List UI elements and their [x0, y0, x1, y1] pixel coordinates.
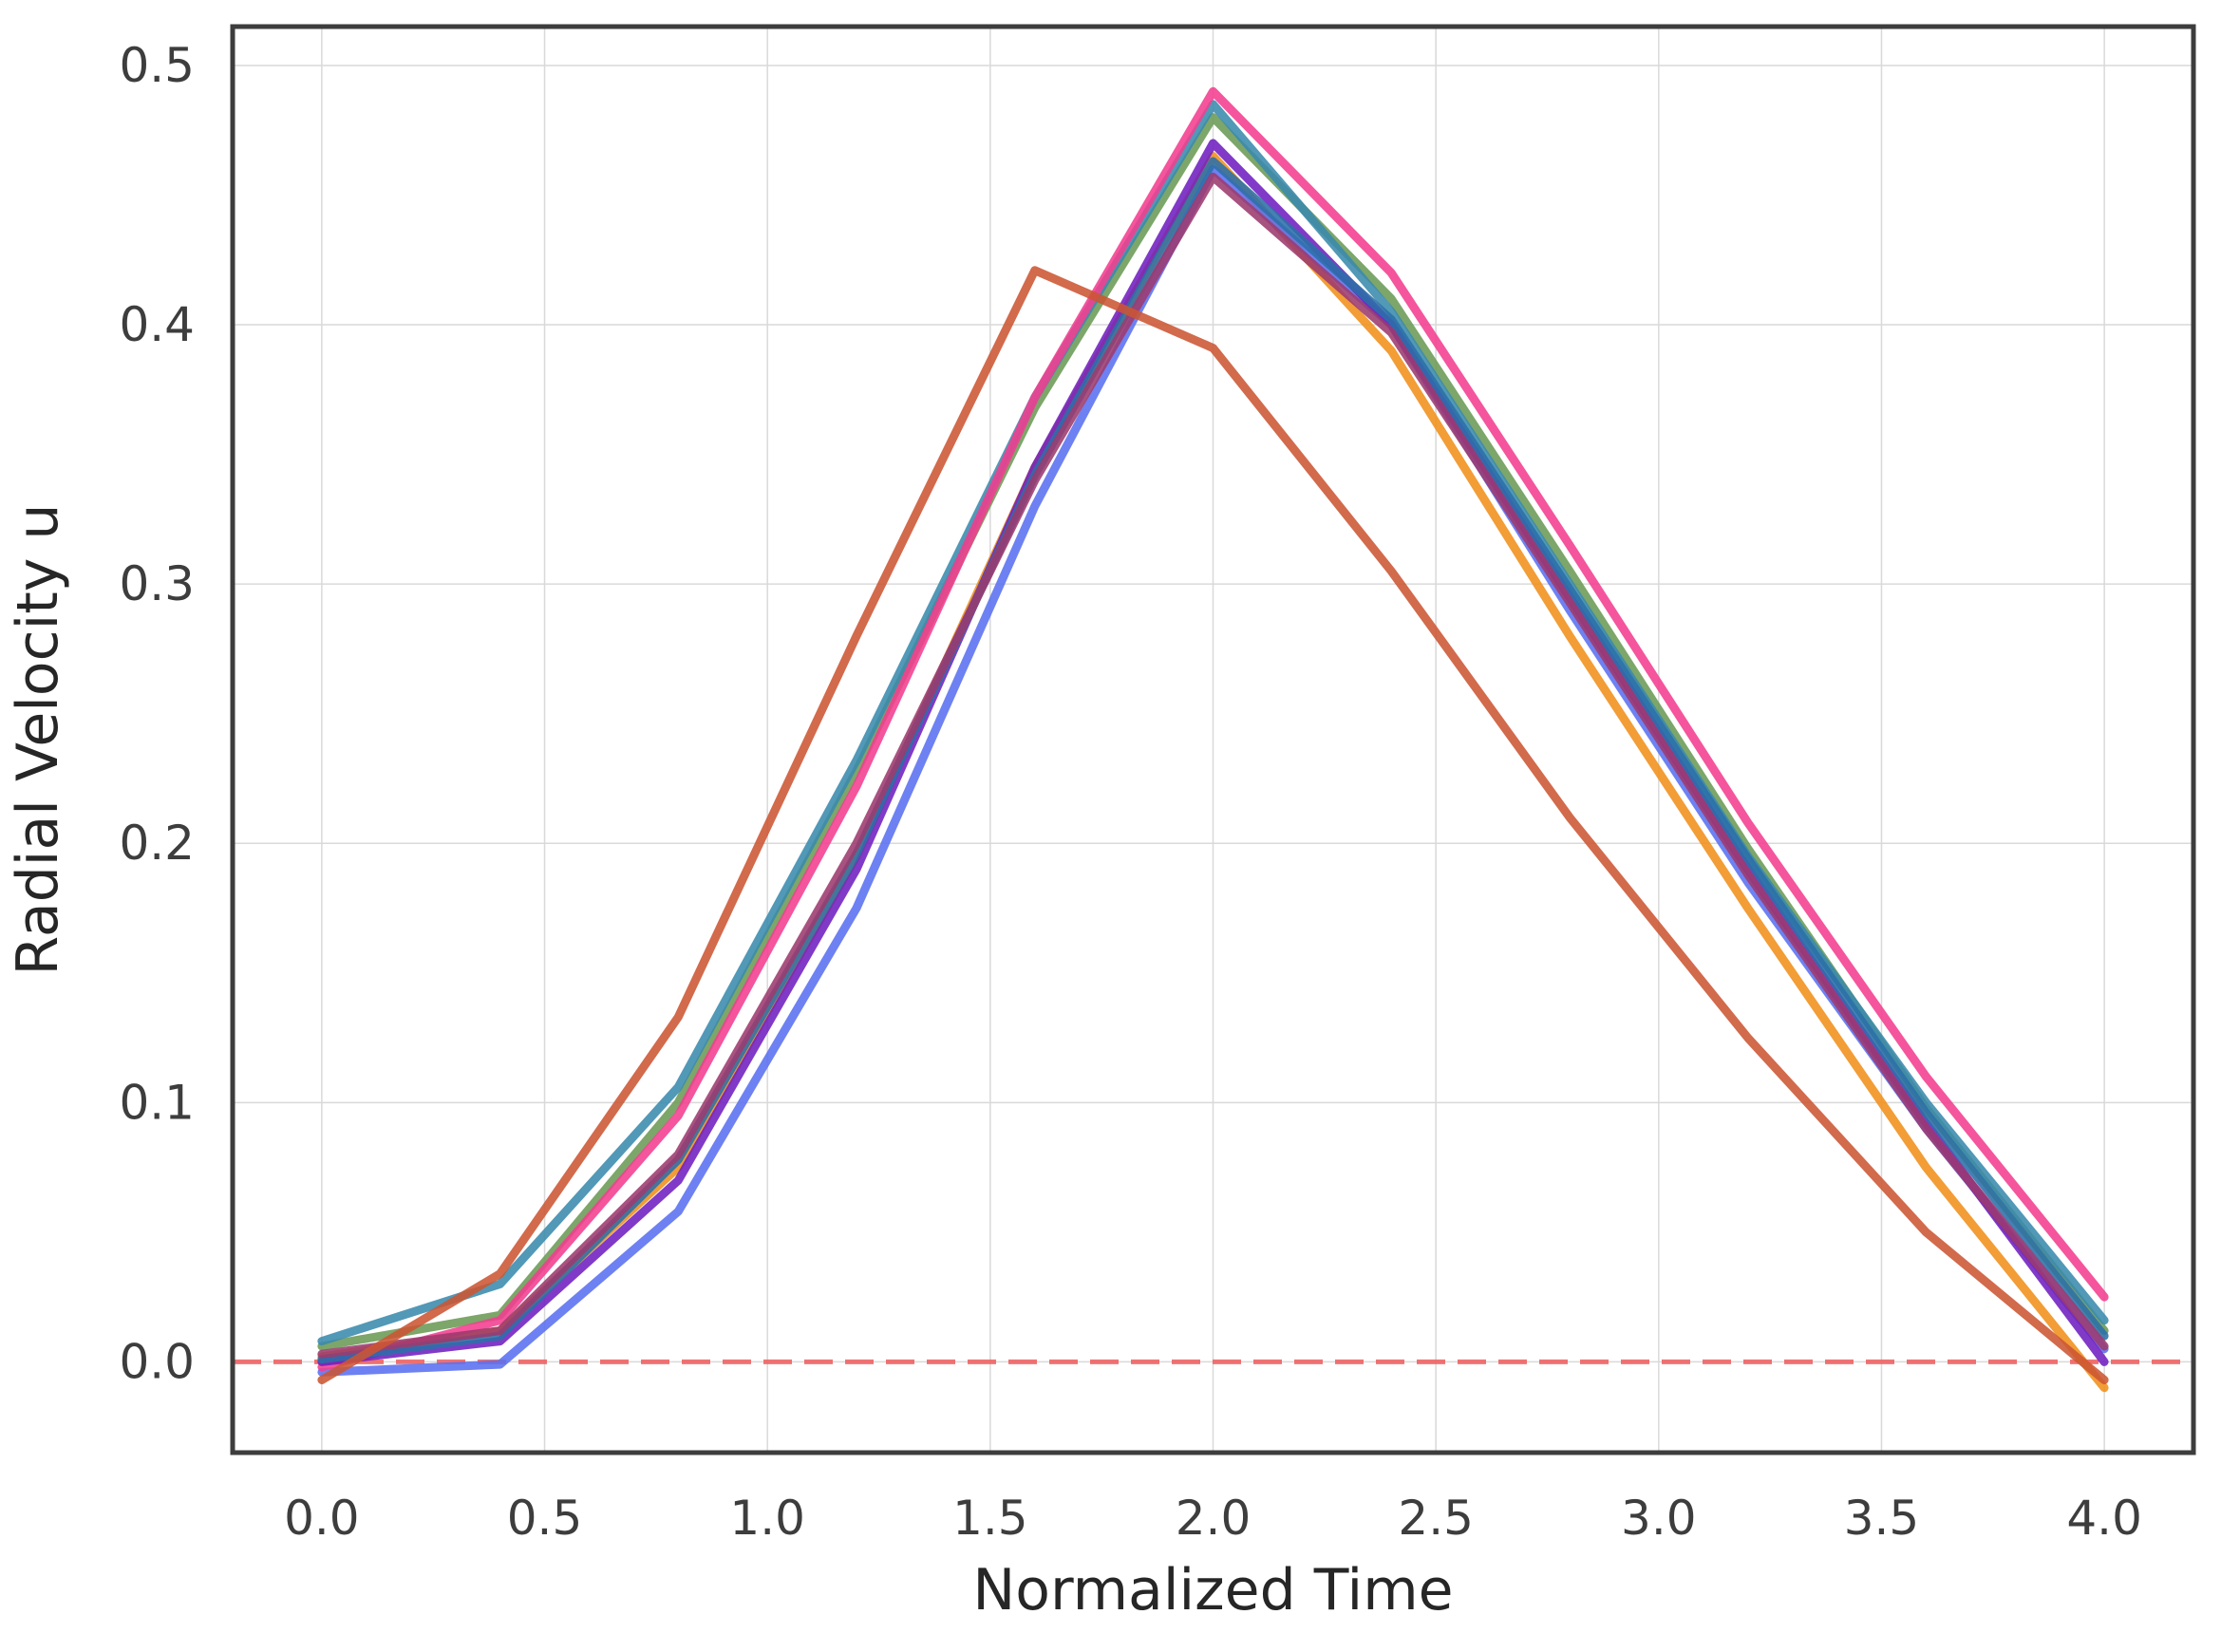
- series-lines: [317, 86, 2109, 1393]
- y-tick-label: 0.2: [119, 816, 195, 871]
- series-line-9: [317, 266, 2109, 1384]
- x-tick-label: 4.0: [2066, 1491, 2142, 1546]
- y-tick-label: 0.5: [119, 38, 195, 93]
- y-tick-label: 0.4: [119, 297, 195, 352]
- y-tick-label: 0.1: [119, 1075, 195, 1130]
- x-tick-label: 2.5: [1398, 1491, 1474, 1546]
- x-tick-label: 1.5: [952, 1491, 1028, 1546]
- x-tick-label: 1.0: [729, 1491, 805, 1546]
- y-tick-label: 0.0: [119, 1334, 195, 1389]
- grid: [233, 27, 2193, 1453]
- x-tick-label: 3.5: [1844, 1491, 1920, 1546]
- plot-frame: [230, 24, 2196, 1455]
- x-axis-label: Normalized Time: [972, 1557, 1453, 1624]
- y-tick-label: 0.3: [119, 556, 195, 611]
- x-tick-label: 2.0: [1176, 1491, 1252, 1546]
- y-axis-label: Radial Velocity u: [5, 504, 71, 976]
- x-tick-labels: 0.0 0.5 1.0 1.5 2.0 2.5 3.0 3.5 4.0: [284, 1491, 2142, 1546]
- series-line-5: [317, 86, 2109, 1372]
- x-tick-label: 0.5: [507, 1491, 583, 1546]
- x-tick-label: 3.0: [1621, 1491, 1697, 1546]
- y-tick-labels: 0.0 0.1 0.2 0.3 0.4 0.5: [119, 38, 195, 1389]
- x-tick-label: 0.0: [284, 1491, 360, 1546]
- series-line-8: [317, 172, 2109, 1359]
